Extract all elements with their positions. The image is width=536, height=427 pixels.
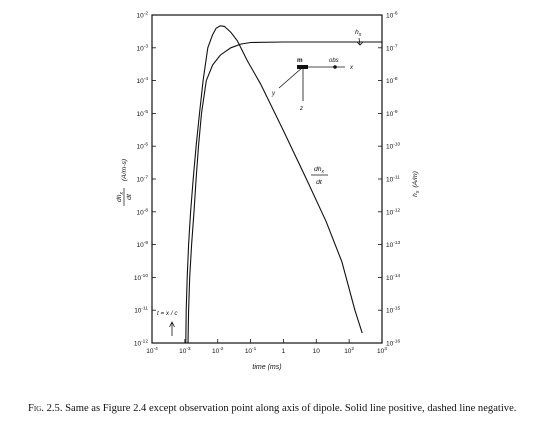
left-tick-label: 10-7 [137, 175, 149, 184]
left-tick-label: 10-11 [134, 306, 148, 315]
left-tick-label: 10-3 [137, 43, 149, 52]
right-tick-label: 10-10 [386, 142, 400, 151]
right-tick-label: 10-13 [386, 240, 400, 249]
x-tick-label: 10-4 [146, 346, 158, 355]
left-label-den: dt [126, 193, 133, 200]
x-tick-label: 10-3 [179, 346, 191, 355]
derivative-label-den: dt [316, 179, 323, 186]
x-tick-label: 102 [344, 346, 354, 355]
derivative-curve [185, 25, 363, 344]
arrival-time-marker: t = x / c [157, 310, 178, 336]
field-label-main: h [355, 29, 359, 36]
left-tick-label: 10-8 [137, 207, 149, 216]
inset-source-label: m [297, 57, 303, 64]
x-tick-label: 10-2 [212, 346, 224, 355]
right-tick-label: 10-16 [386, 339, 400, 348]
arrival-time-label: t = x / c [157, 310, 178, 317]
derivative-curve-label: dhx dt [311, 166, 328, 186]
right-axis-label: hx (A/m) [412, 171, 421, 197]
right-label-unit: (A/m) [412, 171, 419, 188]
left-tick-label: 10-6 [137, 142, 149, 151]
left-tick-label: 10-4 [137, 76, 149, 85]
left-tick-label: 10-9 [137, 240, 149, 249]
arrival-time-arrow [169, 321, 175, 336]
right-label-main: h [412, 193, 419, 197]
right-label-sub: x [415, 190, 421, 194]
left-tick-label: 10-5 [137, 109, 149, 118]
field-label-sub: x [358, 32, 362, 38]
figure-caption: Fig. 2.5. Same as Figure 2.4 except obse… [28, 403, 533, 415]
geometry-inset: m obs x y z [271, 57, 354, 112]
x-tick-label: 1 [282, 348, 286, 355]
inset-x-label: x [349, 65, 354, 71]
left-label-sub: x [119, 191, 125, 195]
svg-text:dhx: dhx [314, 166, 325, 175]
svg-text:hx(A/m): hx (A/m) [412, 171, 421, 197]
inset-z-label: z [299, 106, 303, 112]
right-tick-label: 10-8 [386, 76, 398, 85]
right-tick-label: 10-7 [386, 43, 398, 52]
inset-observation-point [333, 65, 337, 69]
right-tick-label: 10-6 [386, 11, 398, 20]
caption-text: Same as Figure 2.4 except observation po… [65, 403, 517, 414]
right-tick-label: 10-14 [386, 273, 400, 282]
inset-y-label: y [271, 91, 276, 97]
x-axis-label: time (ms) [252, 364, 281, 371]
inset-y-axis [278, 66, 304, 89]
caption-lead: Fig. 2.5. [28, 403, 63, 414]
left-label-unit: (A/m-s) [121, 159, 128, 181]
field-label-pointer [356, 37, 364, 46]
svg-text:dhx: dhx [116, 191, 125, 202]
left-label-num: dh [116, 194, 123, 202]
field-curve [187, 41, 382, 344]
svg-text:hx: hx [355, 29, 362, 38]
left-axis-label: dhx dt (A/m-s) [116, 159, 133, 206]
x-tick-label: 10 [313, 348, 321, 355]
right-tick-label: 10-9 [386, 109, 398, 118]
left-axis-ticks: 10-2 10-3 10-4 10-5 10-6 10-7 10-8 10-9 10-10 10-… [134, 11, 156, 348]
x-axis-ticks: 10-4 10-3 10-2 10-1 1 10 102 103 [146, 339, 387, 355]
left-tick-label: 10-2 [137, 11, 149, 20]
right-tick-label: 10-12 [386, 207, 400, 216]
x-tick-label: 103 [377, 346, 387, 355]
left-tick-label: 10-10 [134, 273, 148, 282]
derivative-label-sub: x [321, 169, 325, 175]
curves [185, 25, 382, 344]
derivative-label-num: dh [314, 166, 322, 173]
left-tick-label: 10-12 [134, 339, 148, 348]
right-tick-label: 10-11 [386, 175, 400, 184]
right-axis-ticks: 10-6 10-7 10-8 10-9 10-10 10-11 10-12 10-13 10-1… [378, 11, 400, 348]
field-curve-label: hx [355, 29, 364, 46]
inset-dipole-moment [297, 65, 308, 69]
x-tick-label: 10-1 [245, 346, 257, 355]
inset-obs-label: obs [329, 58, 339, 64]
right-tick-label: 10-15 [386, 306, 400, 315]
